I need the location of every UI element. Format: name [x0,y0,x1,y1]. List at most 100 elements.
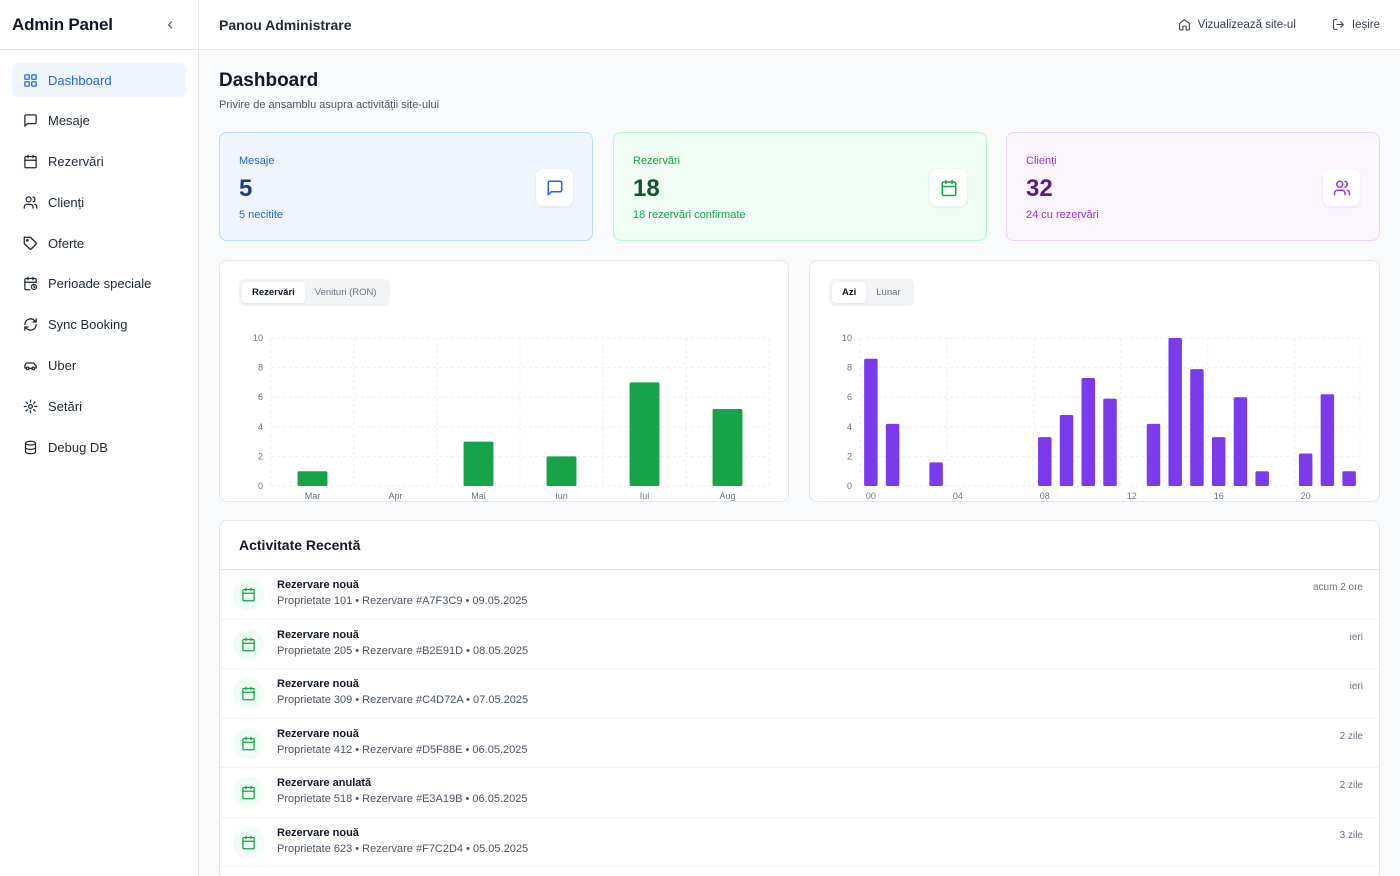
calendar-icon [930,169,967,206]
sidebar-item-label: Debug DB [48,439,108,455]
bar [1146,423,1161,486]
sidebar: Admin Panel Dashboard Mesaje Rezervări C… [0,0,199,876]
stat-value: 18 [633,175,660,202]
message-icon [536,169,573,206]
tab-azi[interactable]: Azi [832,282,867,303]
x-tick-label: Mai [471,491,486,501]
activity-row[interactable]: Rezervare nouă Proprietate 309 • Rezerva… [220,669,1379,719]
bar [1233,397,1248,486]
y-tick-label: 6 [847,392,852,402]
topbar-title: Panou Administrare [219,16,352,33]
users-icon [1323,169,1360,206]
activity-time: 3 zile [1339,829,1363,841]
bar [1320,394,1335,486]
bar [885,423,900,486]
logout-icon [1332,19,1344,30]
stat-card-mesaje[interactable]: Mesaje 5 5 necitite [219,132,593,241]
sidebar-item-dashboard[interactable]: Dashboard [12,63,186,97]
app-title: Admin Panel [12,14,113,34]
activity-title-text: Rezervare anulată [277,777,372,789]
y-tick-label: 4 [847,422,852,432]
bar [1168,338,1182,486]
topbar: Panou Administrare Vizualizează site-ul … [199,0,1400,50]
bar [1255,471,1269,486]
x-tick-label: 08 [1040,491,1050,501]
sidebar-item-perioade-speciale[interactable]: Perioade speciale [12,267,186,301]
y-tick-label: 8 [847,363,852,373]
sidebar-item-oferte[interactable]: Oferte [12,226,186,260]
sidebar-nav: Dashboard Mesaje Rezervări Clienți Ofert… [0,50,198,464]
sidebar-item-debug-db[interactable]: Debug DB [12,430,186,464]
bar [546,456,577,486]
tab-rezervari[interactable]: Rezervări [242,282,305,303]
x-tick-label: 12 [1127,491,1137,501]
activity-desc: Proprietate 309 • Rezervare #C4D72A • 07… [277,694,529,706]
calendar-icon [233,826,264,858]
activity-desc: Proprietate 205 • Rezervare #B2E91D • 08… [277,644,529,657]
activity-desc: Proprietate 623 • Rezervare #F7C2D4 • 05… [277,842,529,855]
activity-desc: Proprietate 412 • Rezervare #D5F88E • 06… [277,743,528,756]
activity-time: 2 zile [1339,730,1363,742]
y-tick-label: 0 [847,481,852,491]
activity-time: ieri [1349,681,1363,692]
stat-sub: 24 cu rezervări [1026,209,1099,221]
activity-row[interactable]: Rezervare nouă Proprietate 412 • Rezerva… [220,719,1379,768]
collapse-sidebar-button[interactable] [162,17,178,33]
logout-label: Ieșire [1351,18,1380,31]
sidebar-item-setari[interactable]: Setări [12,389,186,423]
activity-row[interactable]: Rezervare anulată Proprietate 518 • Reze… [220,768,1379,818]
tab-venituri[interactable]: Venituri (RON) [314,287,377,298]
users-icon [22,194,38,210]
activity-time: ieri [1349,631,1363,643]
activity-desc: Proprietate 101 • Rezervare #A7F3C9 • 09… [277,595,528,607]
sidebar-item-sync-booking[interactable]: Sync Booking [12,308,186,342]
sidebar-item-mesaje[interactable]: Mesaje [12,104,186,138]
activity-row[interactable]: Rezervare nouă Proprietate 623 • Rezerva… [220,818,1379,867]
stat-sub: 18 rezervări confirmate [633,209,746,221]
sidebar-item-rezervari[interactable]: Rezervări [12,145,186,179]
stat-card-rezervari[interactable]: Rezervări 18 18 rezervări confirmate [613,132,987,241]
stat-card-clienti[interactable]: Clienți 32 24 cu rezervări [1006,132,1380,241]
bar [1342,471,1356,486]
bar [1103,398,1117,486]
calendar-icon [233,777,264,808]
sidebar-item-uber[interactable]: Uber [12,349,186,383]
y-tick-label: 2 [258,451,263,461]
bar [297,471,328,486]
x-tick-label: 16 [1214,491,1224,501]
bar [1190,369,1204,486]
stat-value: 5 [239,175,253,202]
page-title: Dashboard [219,70,319,91]
topbar-actions: Vizualizează site-ul Ieșire [1178,18,1380,31]
bar [1081,377,1095,486]
bar [1211,437,1226,486]
sidebar-item-label: Clienți [48,194,85,210]
bar [712,409,743,486]
activity-row[interactable]: Rezervare nouă Proprietate 205 • Rezerva… [220,620,1379,669]
activity-row[interactable]: Rezervare nouă Proprietate 101 • Rezerva… [220,570,1379,620]
calendar-icon [233,579,264,610]
view-site-button[interactable]: Vizualizează site-ul [1178,18,1296,31]
y-tick-label: 10 [253,333,263,343]
bookings-bar-chart: 0 2 4 6 8 10 Mar Apr Mai Iun Iul Aug [253,333,770,501]
y-tick-label: 10 [842,333,852,343]
bar [629,382,660,486]
sidebar-item-label: Perioade speciale [48,276,152,292]
stat-sub: 5 necitite [239,209,284,221]
hourly-bar-chart: 0 2 4 6 8 10 00 04 08 12 16 20 [842,333,1361,501]
y-tick-label: 2 [847,451,852,461]
calendar-clock-icon [22,276,38,292]
tab-lunar[interactable]: Lunar [876,287,901,298]
logout-button[interactable]: Ieșire [1332,18,1380,31]
x-tick-label: Apr [388,491,402,501]
bar [1038,437,1052,486]
y-tick-label: 0 [258,481,263,491]
x-tick-label: Iul [640,491,650,501]
sidebar-item-label: Oferte [48,235,85,251]
view-site-label: Vizualizează site-ul [1197,18,1296,31]
x-tick-label: 04 [953,491,963,501]
sidebar-item-clienti[interactable]: Clienți [12,185,186,219]
bookings-chart-card: Rezervări Venituri (RON) 0 2 4 6 8 10 Mar Apr Ma… [219,260,789,502]
bar [864,358,878,486]
calendar-icon [233,678,264,709]
